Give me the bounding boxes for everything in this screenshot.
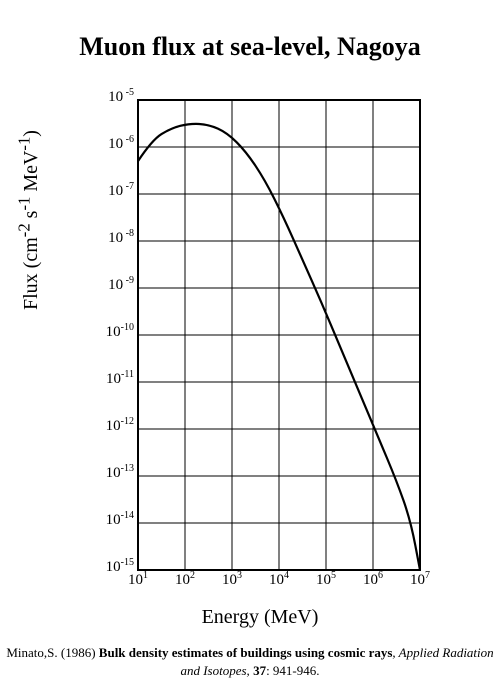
chart-title: Muon flux at sea-level, Nagoya <box>0 32 500 62</box>
x-axis-label: Energy (MeV) <box>90 606 430 629</box>
x-tick-label: 105 <box>306 572 346 589</box>
citation-title: Bulk density estimates of buildings usin… <box>99 645 393 660</box>
y-axis-label: Flux (cm-2 s-1 MeV-1) <box>20 0 40 470</box>
chart-svg <box>90 90 430 590</box>
citation-pages: : 941-946. <box>266 663 319 678</box>
x-tick-label: 102 <box>165 572 205 589</box>
y-tick-label: 10 -5 <box>88 89 134 106</box>
y-tick-label: 10 -7 <box>88 183 134 200</box>
x-tick-label: 103 <box>212 572 252 589</box>
citation-author: Minato,S. (1986) <box>6 645 98 660</box>
y-tick-label: 10 -9 <box>88 277 134 294</box>
x-tick-label: 106 <box>353 572 393 589</box>
y-tick-label: 10-10 <box>88 324 134 341</box>
y-tick-label: 10-11 <box>88 371 134 388</box>
x-tick-label: 101 <box>118 572 158 589</box>
y-tick-label: 10-13 <box>88 465 134 482</box>
y-tick-label: 10 -8 <box>88 230 134 247</box>
y-tick-label: 10-12 <box>88 418 134 435</box>
chart-plot-area <box>90 90 430 590</box>
y-tick-label: 10-14 <box>88 512 134 529</box>
citation-volume: 37 <box>253 663 266 678</box>
x-tick-label: 107 <box>400 572 440 589</box>
citation-text: Minato,S. (1986) Bulk density estimates … <box>0 644 500 679</box>
x-tick-label: 104 <box>259 572 299 589</box>
y-tick-label: 10 -6 <box>88 136 134 153</box>
